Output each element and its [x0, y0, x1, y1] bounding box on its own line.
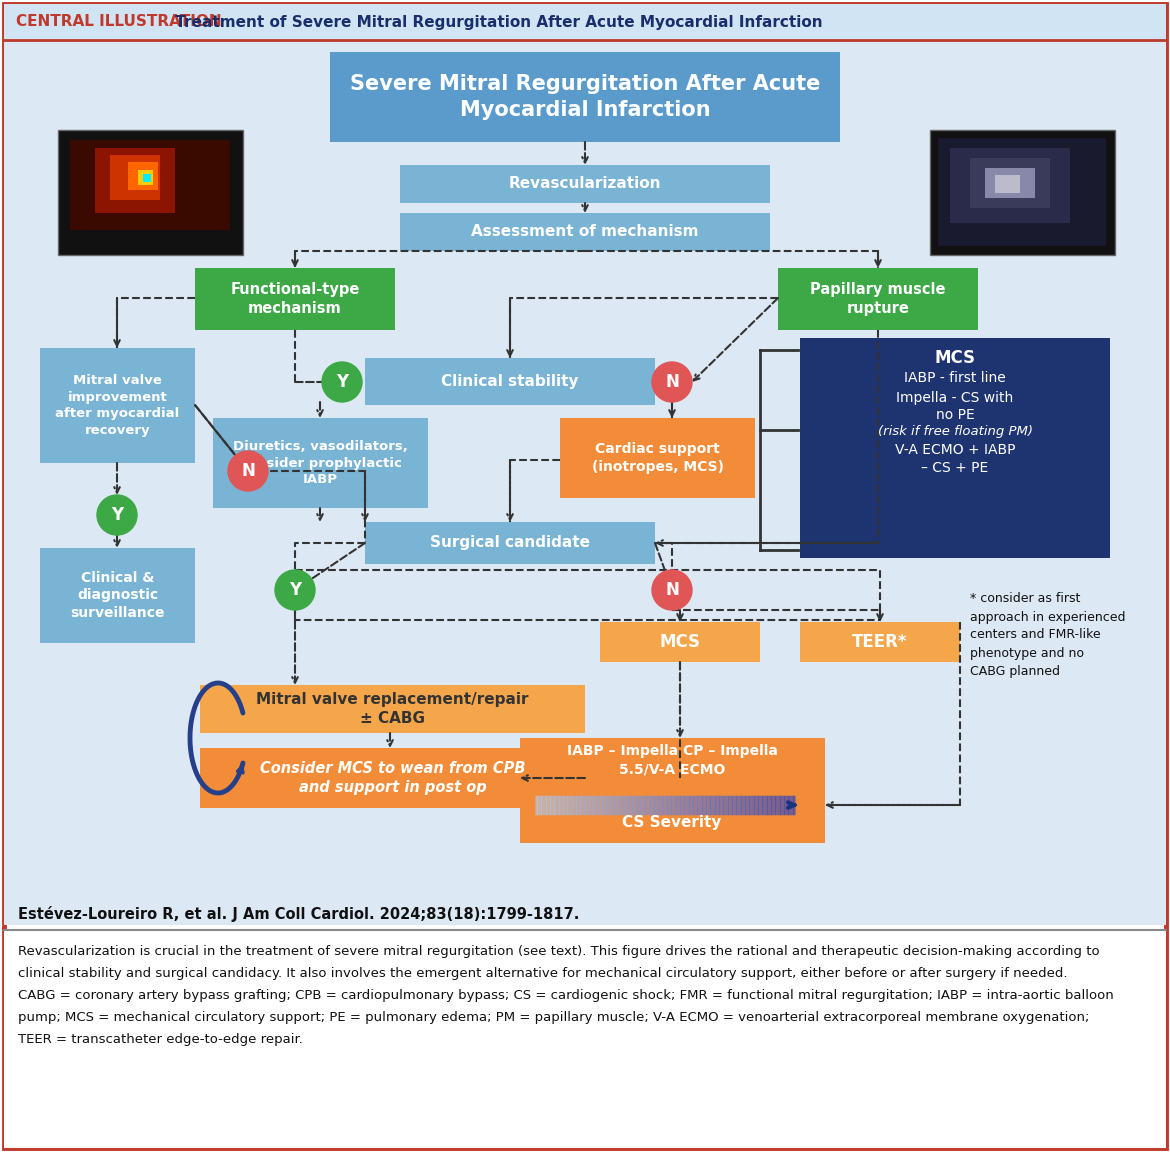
FancyBboxPatch shape: [365, 522, 655, 564]
FancyBboxPatch shape: [138, 170, 153, 185]
Text: Papillary muscle
rupture: Papillary muscle rupture: [811, 282, 945, 316]
Text: TEER*: TEER*: [852, 632, 908, 651]
FancyBboxPatch shape: [930, 130, 1115, 255]
Text: Revascularization: Revascularization: [509, 176, 661, 191]
Text: Functional-type
mechanism: Functional-type mechanism: [230, 282, 359, 316]
Text: CENTRAL ILLUSTRATION: CENTRAL ILLUSTRATION: [16, 15, 221, 30]
FancyBboxPatch shape: [970, 158, 1049, 209]
Text: V-A ECMO + IABP: V-A ECMO + IABP: [895, 444, 1016, 457]
FancyBboxPatch shape: [800, 622, 961, 662]
Text: Assessment of mechanism: Assessment of mechanism: [472, 225, 698, 240]
FancyBboxPatch shape: [950, 147, 1071, 223]
Text: Clinical stability: Clinical stability: [441, 374, 579, 389]
Text: Surgical candidate: Surgical candidate: [431, 536, 590, 551]
Text: Impella - CS with: Impella - CS with: [896, 391, 1013, 406]
Text: – CS + PE: – CS + PE: [922, 461, 989, 475]
Text: no PE: no PE: [936, 408, 975, 422]
Circle shape: [97, 495, 137, 535]
FancyBboxPatch shape: [128, 162, 158, 190]
FancyBboxPatch shape: [40, 548, 195, 643]
Text: Estévez-Loureiro R, et al. J Am Coll Cardiol. 2024;83(18):1799-1817.: Estévez-Loureiro R, et al. J Am Coll Car…: [18, 905, 579, 922]
Text: Mitral valve replacement/repair
± CABG: Mitral valve replacement/repair ± CABG: [256, 692, 529, 726]
FancyBboxPatch shape: [330, 52, 840, 142]
FancyBboxPatch shape: [95, 147, 176, 213]
Text: Y: Y: [111, 506, 123, 524]
Circle shape: [652, 362, 691, 402]
Text: Y: Y: [289, 581, 301, 599]
FancyBboxPatch shape: [200, 748, 585, 808]
Text: MCS: MCS: [660, 632, 701, 651]
Text: Mitral valve
improvement
after myocardial
recovery: Mitral valve improvement after myocardia…: [55, 374, 180, 437]
Text: Severe Mitral Regurgitation After Acute
Myocardial Infarction: Severe Mitral Regurgitation After Acute …: [350, 74, 820, 120]
Text: Clinical &
diagnostic
surveillance: Clinical & diagnostic surveillance: [70, 570, 165, 620]
Text: Y: Y: [336, 373, 347, 391]
FancyBboxPatch shape: [4, 3, 1166, 40]
FancyBboxPatch shape: [800, 338, 1110, 558]
Text: N: N: [665, 373, 679, 391]
FancyBboxPatch shape: [143, 174, 151, 182]
Circle shape: [652, 570, 691, 611]
Text: Treatment of Severe Mitral Regurgitation After Acute Myocardial Infarction: Treatment of Severe Mitral Regurgitation…: [170, 15, 823, 30]
FancyBboxPatch shape: [110, 156, 160, 200]
FancyBboxPatch shape: [195, 268, 395, 329]
Text: Consider MCS to wean from CPB
and support in post op: Consider MCS to wean from CPB and suppor…: [260, 761, 525, 795]
Text: IABP – Impella CP – Impella
5.5/V-A ECMO: IABP – Impella CP – Impella 5.5/V-A ECMO: [566, 744, 777, 776]
FancyBboxPatch shape: [938, 138, 1106, 247]
FancyBboxPatch shape: [778, 268, 978, 329]
Text: Revascularization is crucial in the treatment of severe mitral regurgitation (se: Revascularization is crucial in the trea…: [18, 945, 1114, 1046]
Text: CS Severity: CS Severity: [622, 814, 722, 829]
FancyBboxPatch shape: [560, 418, 755, 498]
Text: N: N: [665, 581, 679, 599]
FancyBboxPatch shape: [985, 168, 1035, 198]
Text: (risk if free floating PM): (risk if free floating PM): [878, 425, 1032, 439]
FancyBboxPatch shape: [4, 3, 1166, 1149]
Text: MCS: MCS: [935, 349, 976, 367]
Text: Diuretics, vasodilators,
consider prophylactic
IABP: Diuretics, vasodilators, consider prophy…: [233, 440, 408, 486]
FancyBboxPatch shape: [400, 165, 770, 203]
FancyBboxPatch shape: [600, 622, 760, 662]
FancyBboxPatch shape: [519, 738, 825, 843]
Text: N: N: [241, 462, 255, 480]
FancyBboxPatch shape: [4, 930, 1166, 1149]
FancyBboxPatch shape: [365, 358, 655, 406]
Text: * consider as first
approach in experienced
centers and FMR-like
phenotype and n: * consider as first approach in experien…: [970, 592, 1126, 677]
Circle shape: [322, 362, 362, 402]
FancyBboxPatch shape: [213, 418, 428, 508]
FancyBboxPatch shape: [70, 141, 230, 230]
FancyBboxPatch shape: [40, 348, 195, 463]
FancyBboxPatch shape: [200, 685, 585, 733]
FancyBboxPatch shape: [994, 175, 1020, 194]
FancyBboxPatch shape: [4, 40, 1166, 925]
Circle shape: [228, 450, 268, 491]
Circle shape: [275, 570, 315, 611]
FancyBboxPatch shape: [400, 213, 770, 251]
Text: IABP - first line: IABP - first line: [904, 371, 1006, 385]
Text: Cardiac support
(inotropes, MCS): Cardiac support (inotropes, MCS): [592, 442, 723, 473]
FancyBboxPatch shape: [58, 130, 243, 255]
